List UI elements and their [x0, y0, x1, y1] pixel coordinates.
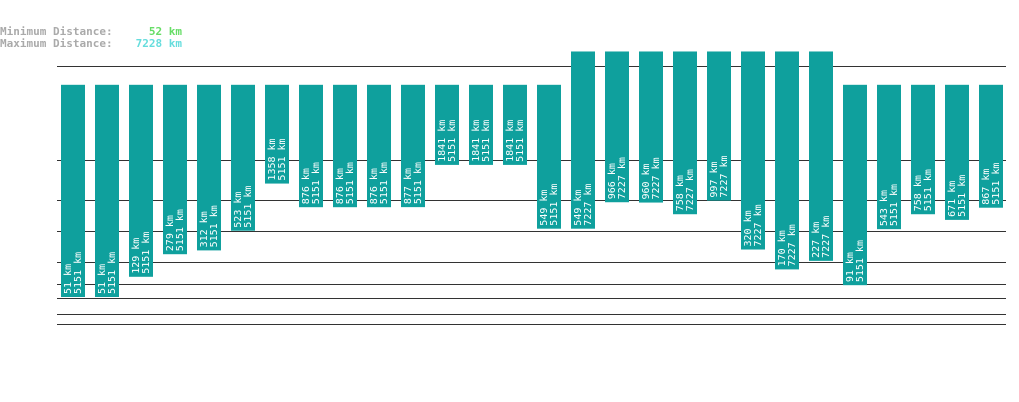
value-label: 758 km — [913, 175, 924, 211]
bar — [605, 51, 629, 203]
bar — [945, 84, 969, 220]
top-label: 7227 km — [753, 204, 764, 246]
bar — [401, 84, 425, 208]
max-value: 7228 km — [136, 37, 183, 50]
bar — [163, 84, 187, 255]
top-label: 5151 km — [991, 163, 1002, 205]
bar — [197, 84, 221, 251]
top-label: 5151 km — [447, 120, 458, 162]
top-label: 7227 km — [583, 184, 594, 226]
min-label: Minimum Distance: — [0, 25, 113, 38]
value-label: 320 km — [743, 210, 754, 246]
value-label: 279 km — [165, 215, 176, 251]
bar — [129, 84, 153, 277]
bar — [299, 84, 323, 208]
top-label: 5151 km — [957, 175, 968, 217]
top-label: 5151 km — [345, 162, 356, 204]
top-label: 5151 km — [855, 240, 866, 282]
value-label: 867 km — [981, 169, 992, 205]
value-label: 523 km — [233, 192, 244, 228]
top-label: 7227 km — [821, 216, 832, 258]
bar — [775, 51, 799, 270]
value-label: 876 km — [335, 168, 346, 204]
value-label: 129 km — [131, 238, 142, 274]
bar — [333, 84, 357, 208]
value-label: 549 km — [539, 190, 550, 226]
value-label: 312 km — [199, 211, 210, 247]
bar — [503, 84, 527, 165]
value-label: 671 km — [947, 181, 958, 217]
bar — [61, 84, 85, 298]
value-label: 170 km — [777, 230, 788, 266]
value-label: 51 km — [63, 264, 74, 294]
value-label: 91 km — [845, 252, 856, 282]
top-label: 5151 km — [549, 184, 560, 226]
value-label: 1358 km — [267, 138, 278, 180]
value-label: 549 km — [573, 190, 584, 226]
bar — [265, 84, 289, 184]
top-label: 7227 km — [719, 155, 730, 197]
bar — [639, 51, 663, 203]
bar — [673, 51, 697, 215]
top-label: 5151 km — [889, 184, 900, 226]
bar — [741, 51, 765, 250]
bar — [877, 84, 901, 230]
top-label: 5151 km — [481, 120, 492, 162]
value-label: 1841 km — [471, 120, 482, 162]
value-label: 1841 km — [505, 120, 516, 162]
bar — [435, 84, 459, 165]
value-label: 1841 km — [437, 120, 448, 162]
bar — [367, 84, 391, 208]
top-label: 5151 km — [277, 138, 288, 180]
value-label: 877 km — [403, 168, 414, 204]
top-label: 7227 km — [787, 224, 798, 266]
bar — [571, 51, 595, 229]
top-label: 5151 km — [107, 252, 118, 294]
top-label: 5151 km — [923, 169, 934, 211]
top-label: 5151 km — [243, 186, 254, 228]
top-label: 5151 km — [141, 232, 152, 274]
top-label: 5151 km — [379, 162, 390, 204]
value-label: 876 km — [301, 168, 312, 204]
bar — [537, 84, 561, 229]
top-label: 5151 km — [209, 205, 220, 247]
value-label: 227 km — [811, 222, 822, 258]
value-label: 966 km — [607, 163, 618, 199]
bar — [809, 51, 833, 261]
top-label: 7227 km — [685, 169, 696, 211]
min-value: 52 km — [149, 25, 182, 38]
value-label: 758 km — [675, 175, 686, 211]
value-label: 51 km — [97, 264, 108, 294]
bar — [95, 84, 119, 298]
top-label: 7227 km — [617, 157, 628, 199]
bar — [979, 84, 1003, 208]
value-label: 543 km — [879, 190, 890, 226]
bar — [469, 84, 493, 165]
top-label: 5151 km — [175, 209, 186, 251]
bar — [843, 84, 867, 286]
bar — [911, 84, 935, 215]
top-label: 5151 km — [515, 120, 526, 162]
top-label: 7227 km — [651, 157, 662, 199]
value-label: 960 km — [641, 163, 652, 199]
top-label: 5151 km — [311, 162, 322, 204]
top-label: 5151 km — [73, 252, 84, 294]
bar — [707, 51, 731, 201]
top-label: 5151 km — [413, 162, 424, 204]
bar — [231, 84, 255, 231]
value-label: 876 km — [369, 168, 380, 204]
max-label: Maximum Distance: — [0, 37, 113, 50]
value-label: 997 km — [709, 161, 720, 197]
